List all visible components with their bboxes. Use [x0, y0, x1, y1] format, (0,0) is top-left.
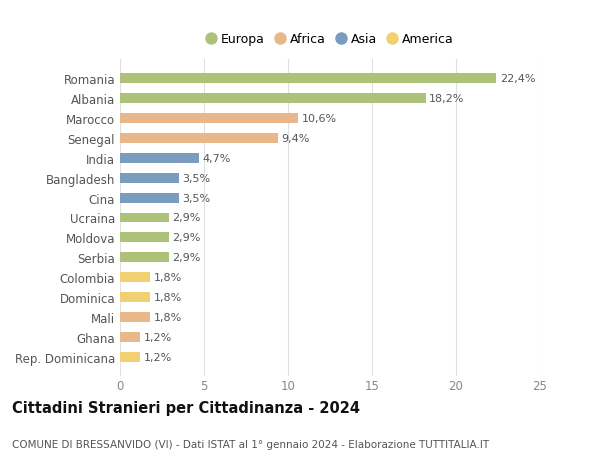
Bar	[120, 134, 278, 144]
Bar	[120, 253, 169, 263]
Text: COMUNE DI BRESSANVIDO (VI) - Dati ISTAT al 1° gennaio 2024 - Elaborazione TUTTIT: COMUNE DI BRESSANVIDO (VI) - Dati ISTAT …	[12, 439, 489, 449]
Bar	[120, 213, 169, 223]
Text: 1,8%: 1,8%	[154, 312, 182, 322]
Text: 1,2%: 1,2%	[143, 332, 172, 342]
Bar	[120, 273, 150, 283]
Text: 4,7%: 4,7%	[202, 153, 230, 163]
Bar	[120, 74, 496, 84]
Bar	[120, 153, 199, 163]
Text: 2,9%: 2,9%	[172, 233, 200, 243]
Bar	[120, 94, 426, 104]
Text: 2,9%: 2,9%	[172, 253, 200, 263]
Text: 10,6%: 10,6%	[301, 114, 337, 124]
Text: 3,5%: 3,5%	[182, 193, 210, 203]
Bar	[120, 332, 140, 342]
Bar	[120, 292, 150, 302]
Text: Cittadini Stranieri per Cittadinanza - 2024: Cittadini Stranieri per Cittadinanza - 2…	[12, 400, 360, 415]
Text: 1,2%: 1,2%	[143, 352, 172, 362]
Bar	[120, 174, 179, 183]
Text: 1,8%: 1,8%	[154, 292, 182, 302]
Text: 22,4%: 22,4%	[500, 74, 535, 84]
Bar	[120, 193, 179, 203]
Legend: Europa, Africa, Asia, America: Europa, Africa, Asia, America	[201, 28, 459, 51]
Bar	[120, 233, 169, 243]
Bar	[120, 352, 140, 362]
Text: 9,4%: 9,4%	[281, 134, 310, 144]
Text: 18,2%: 18,2%	[429, 94, 464, 104]
Text: 1,8%: 1,8%	[154, 273, 182, 283]
Text: 3,5%: 3,5%	[182, 174, 210, 183]
Bar	[120, 114, 298, 124]
Text: 2,9%: 2,9%	[172, 213, 200, 223]
Bar	[120, 312, 150, 322]
